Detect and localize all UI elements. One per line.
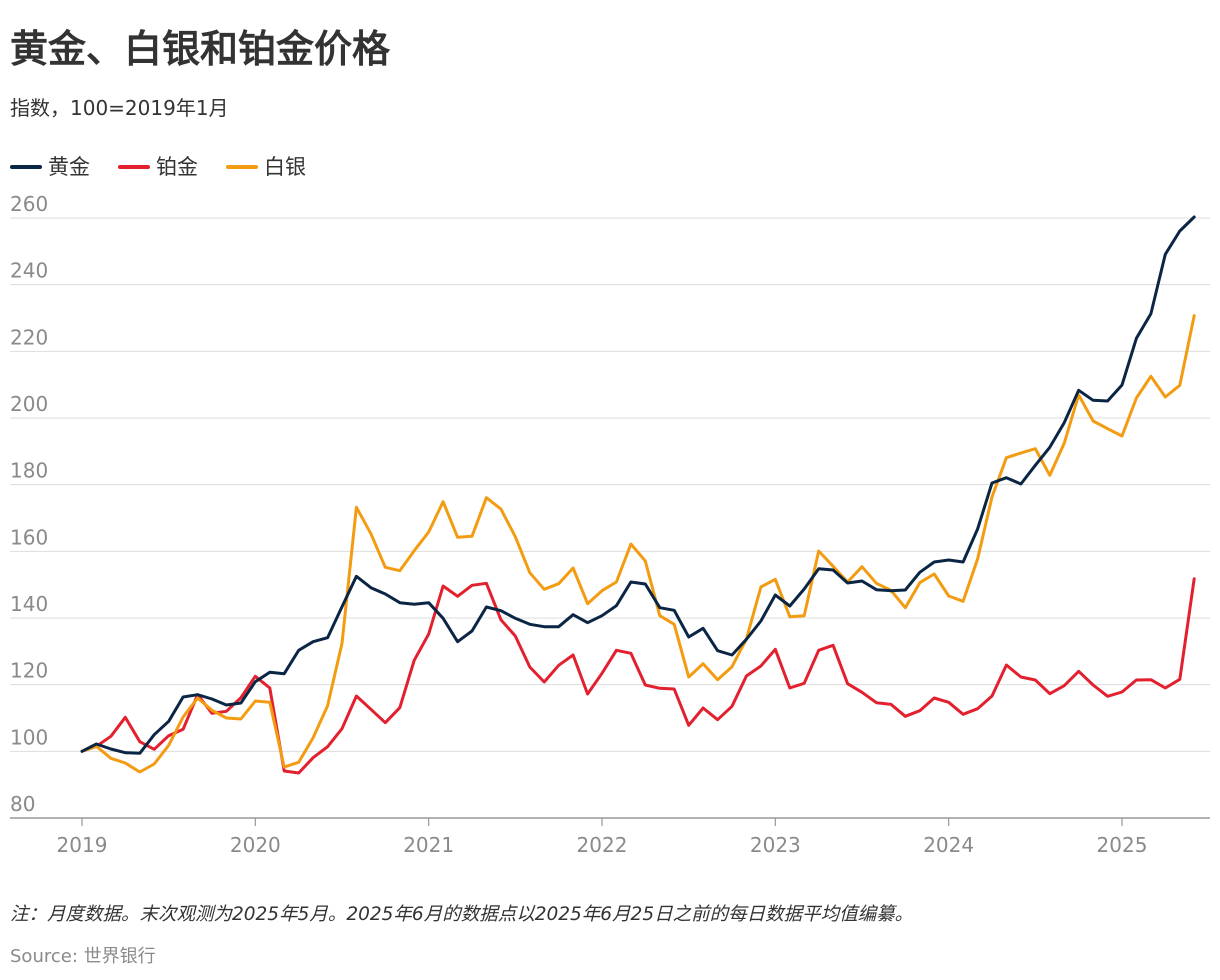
x-tick-label: 2023 — [750, 833, 801, 857]
x-tick-label: 2024 — [923, 833, 974, 857]
chart-legend: 黄金 铂金 白银 — [10, 155, 306, 179]
legend-item: 黄金 — [10, 155, 90, 179]
y-tick-label: 260 — [10, 192, 48, 216]
y-tick-label: 140 — [10, 592, 48, 616]
plot-area — [80, 215, 1196, 775]
y-axis: 80 100 120 140 160 180 200 220 240 260 — [10, 192, 48, 816]
series-line-铂金 — [80, 577, 1196, 775]
legend-label: 黄金 — [48, 155, 90, 179]
y-tick-label: 80 — [10, 792, 35, 816]
chart-source: Source: 世界银行 — [10, 946, 156, 967]
x-axis: 2019 2020 2021 2022 2023 2024 2025 — [57, 818, 1148, 857]
chart-note: 注：月度数据。末次观测为2025年5月。2025年6月的数据点以2025年6月2… — [10, 904, 913, 925]
legend-item: 白银 — [226, 155, 306, 179]
chart-subtitle: 指数，100=2019年1月 — [10, 96, 229, 120]
legend-label: 白银 — [264, 155, 306, 179]
legend-label: 铂金 — [156, 155, 198, 179]
y-tick-label: 180 — [10, 459, 48, 483]
chart-gridlines — [10, 217, 1210, 819]
y-tick-label: 160 — [10, 525, 48, 549]
series-line-白银 — [80, 314, 1196, 774]
y-tick-label: 240 — [10, 259, 48, 283]
y-tick-label: 200 — [10, 392, 48, 416]
x-tick-label: 2021 — [403, 833, 454, 857]
y-tick-label: 120 — [10, 659, 48, 683]
series-line-黄金 — [80, 215, 1196, 755]
y-tick-label: 100 — [10, 725, 48, 749]
x-tick-label: 2020 — [230, 833, 281, 857]
chart-title: 黄金、白银和铂金价格 — [10, 27, 391, 71]
x-tick-label: 2022 — [577, 833, 628, 857]
legend-item: 铂金 — [118, 155, 198, 179]
y-tick-label: 220 — [10, 325, 48, 349]
x-tick-label: 2025 — [1097, 833, 1148, 857]
x-tick-label: 2019 — [57, 833, 108, 857]
